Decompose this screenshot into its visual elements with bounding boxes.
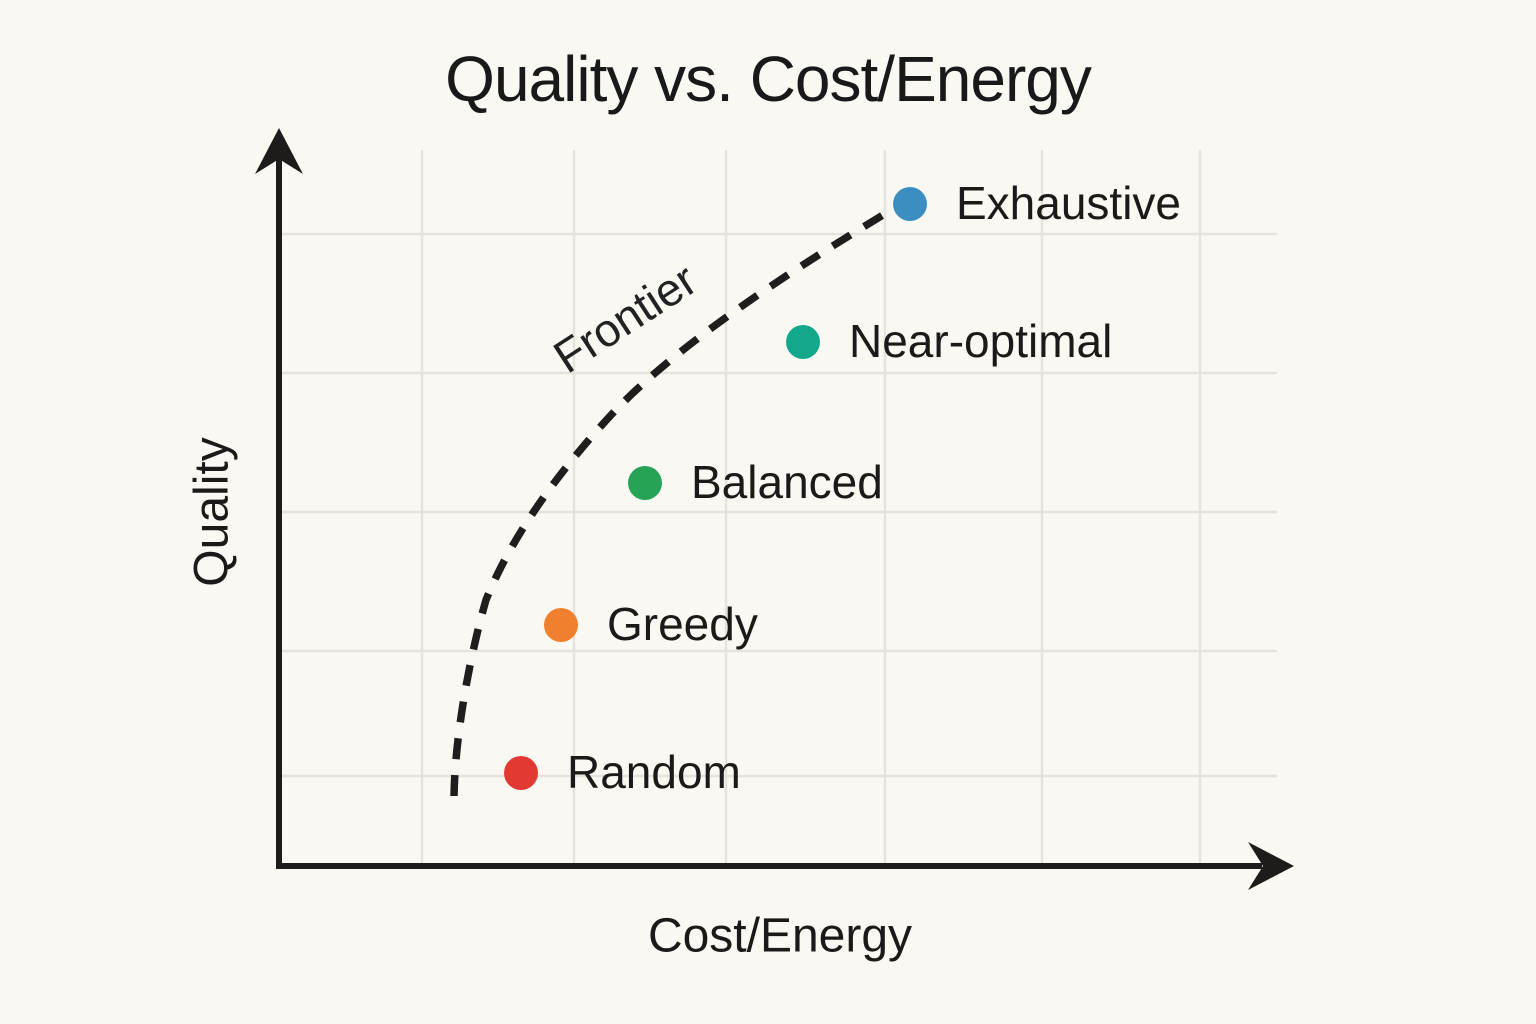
frontier-curve xyxy=(450,208,890,797)
data-point-dot-near-optimal xyxy=(786,325,820,359)
y-axis-label: Quality xyxy=(185,437,239,587)
data-point-label-greedy: Greedy xyxy=(607,597,758,650)
data-point-label-near-optimal: Near-optimal xyxy=(849,314,1113,367)
data-point-label-random: Random xyxy=(567,745,741,798)
data-point-dot-balanced xyxy=(628,466,662,500)
chart-title: Quality vs. Cost/Energy xyxy=(445,43,1092,115)
data-point-dot-exhaustive xyxy=(893,187,927,221)
y-axis xyxy=(255,128,303,869)
data-point-dot-greedy xyxy=(544,608,578,642)
y-axis-arrow-icon xyxy=(255,128,303,174)
x-axis xyxy=(276,842,1294,890)
x-axis-label: Cost/Energy xyxy=(647,909,913,963)
x-axis-arrow-icon xyxy=(1248,842,1294,890)
data-point-label-exhaustive: Exhaustive xyxy=(956,176,1182,229)
data-point-label-balanced: Balanced xyxy=(691,455,883,508)
gridlines xyxy=(281,150,1277,864)
data-point-dot-random xyxy=(504,756,538,790)
